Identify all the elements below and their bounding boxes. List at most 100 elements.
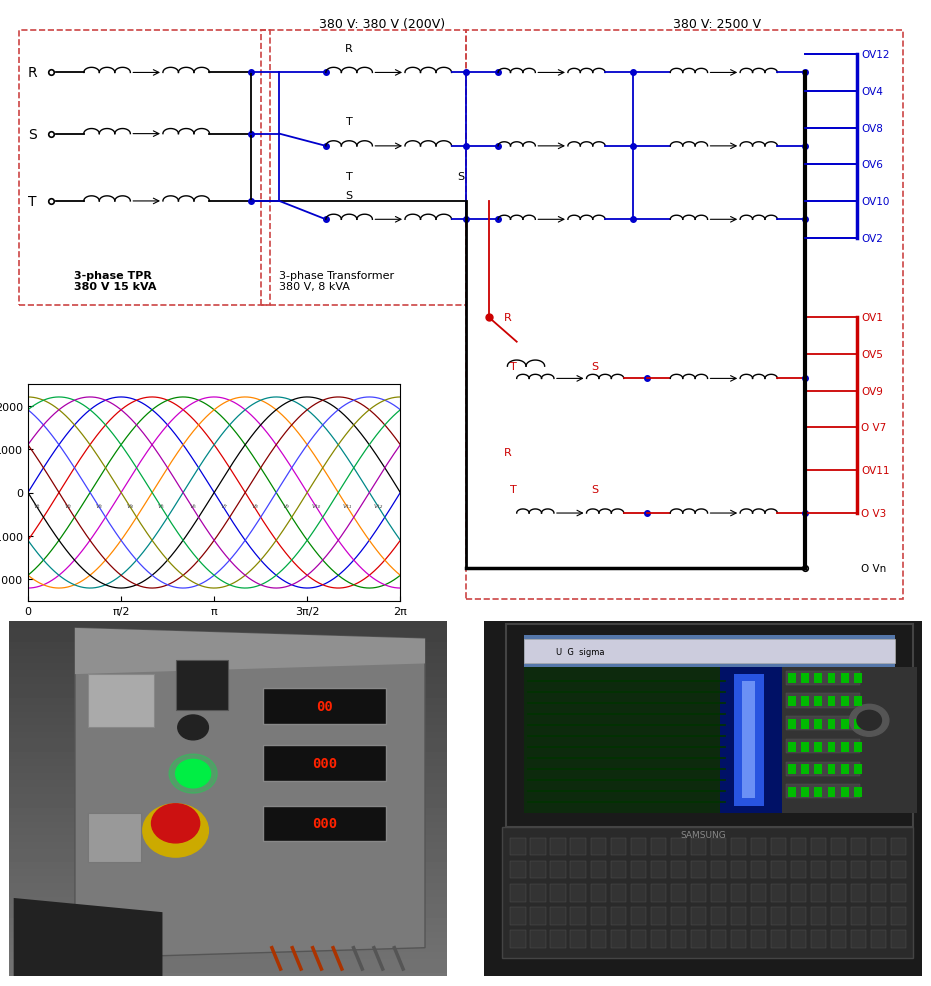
Bar <box>851 907 867 925</box>
Text: T: T <box>345 173 353 182</box>
Bar <box>789 787 796 798</box>
Bar <box>815 719 822 729</box>
Bar <box>571 883 586 901</box>
Bar <box>841 764 849 775</box>
Text: 00: 00 <box>316 699 332 713</box>
Bar <box>550 861 566 879</box>
Bar <box>88 674 154 728</box>
Bar <box>891 907 907 925</box>
Bar <box>651 838 666 856</box>
Bar <box>811 907 826 925</box>
Bar <box>630 930 646 948</box>
Bar <box>590 907 606 925</box>
Bar <box>750 838 766 856</box>
Text: OV8: OV8 <box>861 123 883 133</box>
Bar <box>841 787 849 798</box>
Bar <box>786 670 860 685</box>
Bar <box>611 861 626 879</box>
Bar <box>731 883 746 901</box>
Bar <box>802 764 809 775</box>
Text: V₂: V₂ <box>65 504 72 509</box>
Bar <box>731 930 746 948</box>
Bar <box>510 907 526 925</box>
Bar <box>691 838 706 856</box>
Text: O Vn: O Vn <box>861 564 886 574</box>
Bar <box>691 930 706 948</box>
Polygon shape <box>74 628 425 958</box>
Bar <box>771 838 786 856</box>
Text: 3-phase TPR
380 V 15 kVA: 3-phase TPR 380 V 15 kVA <box>74 270 157 292</box>
Bar <box>815 787 822 798</box>
Bar <box>771 907 786 925</box>
Bar <box>815 741 822 751</box>
Text: OV6: OV6 <box>861 160 883 170</box>
Text: R: R <box>28 66 37 80</box>
Bar <box>263 745 385 781</box>
Bar <box>611 907 626 925</box>
Bar <box>851 883 867 901</box>
Bar <box>651 883 666 901</box>
Bar <box>571 930 586 948</box>
Bar <box>871 861 886 879</box>
Bar <box>611 883 626 901</box>
Bar <box>750 907 766 925</box>
Bar <box>670 883 686 901</box>
Bar <box>851 861 867 879</box>
Bar <box>710 838 726 856</box>
Text: V₉: V₉ <box>282 504 289 509</box>
Bar <box>854 719 862 729</box>
Bar <box>466 31 903 599</box>
Text: OV1: OV1 <box>861 313 883 322</box>
Text: 380 V: 2500 V: 380 V: 2500 V <box>673 19 761 32</box>
Text: O V3: O V3 <box>861 509 886 519</box>
Text: SAMSUNG: SAMSUNG <box>680 829 726 839</box>
Bar <box>891 861 907 879</box>
Bar <box>828 787 835 798</box>
Text: V₁₀: V₁₀ <box>312 504 321 509</box>
Text: V₃: V₃ <box>96 504 102 509</box>
Bar <box>786 785 860 799</box>
Bar <box>590 883 606 901</box>
Circle shape <box>178 715 209 740</box>
Bar <box>263 806 385 841</box>
Bar <box>841 673 849 683</box>
Bar <box>854 764 862 775</box>
Bar <box>891 883 907 901</box>
Bar <box>651 930 666 948</box>
Bar <box>771 930 786 948</box>
Bar <box>710 883 726 901</box>
Bar <box>550 883 566 901</box>
Bar <box>691 861 706 879</box>
Bar <box>670 838 686 856</box>
Bar <box>611 838 626 856</box>
Polygon shape <box>74 628 425 674</box>
Bar <box>510 883 526 901</box>
Bar <box>802 741 809 751</box>
Bar <box>828 741 835 751</box>
Circle shape <box>169 754 217 794</box>
Bar <box>811 838 826 856</box>
Circle shape <box>849 705 889 737</box>
Bar <box>789 741 796 751</box>
Bar <box>590 838 606 856</box>
Text: 380 V: 380 V (200V): 380 V: 380 V (200V) <box>318 19 445 32</box>
Bar <box>630 883 646 901</box>
Bar <box>670 930 686 948</box>
Polygon shape <box>14 898 162 976</box>
Bar <box>510 930 526 948</box>
Bar <box>710 907 726 925</box>
Bar <box>691 907 706 925</box>
Text: T: T <box>28 195 36 209</box>
Circle shape <box>142 804 209 857</box>
Bar <box>786 716 860 731</box>
Bar <box>790 907 806 925</box>
Bar <box>531 883 546 901</box>
Bar <box>841 719 849 729</box>
Bar <box>789 673 796 683</box>
Text: V₁: V₁ <box>34 504 41 509</box>
Bar <box>871 838 886 856</box>
Bar <box>731 907 746 925</box>
Bar <box>630 838 646 856</box>
Text: OV5: OV5 <box>861 350 883 360</box>
Bar <box>831 861 846 879</box>
